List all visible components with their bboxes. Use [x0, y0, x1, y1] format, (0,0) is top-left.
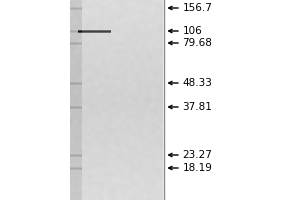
Text: 23.27: 23.27	[182, 150, 212, 160]
Text: 106: 106	[182, 26, 202, 36]
Text: 18.19: 18.19	[182, 163, 212, 173]
Text: 37.81: 37.81	[182, 102, 212, 112]
Text: 79.68: 79.68	[182, 38, 212, 48]
Text: 48.33: 48.33	[182, 78, 212, 88]
Text: 156.7: 156.7	[182, 3, 212, 13]
